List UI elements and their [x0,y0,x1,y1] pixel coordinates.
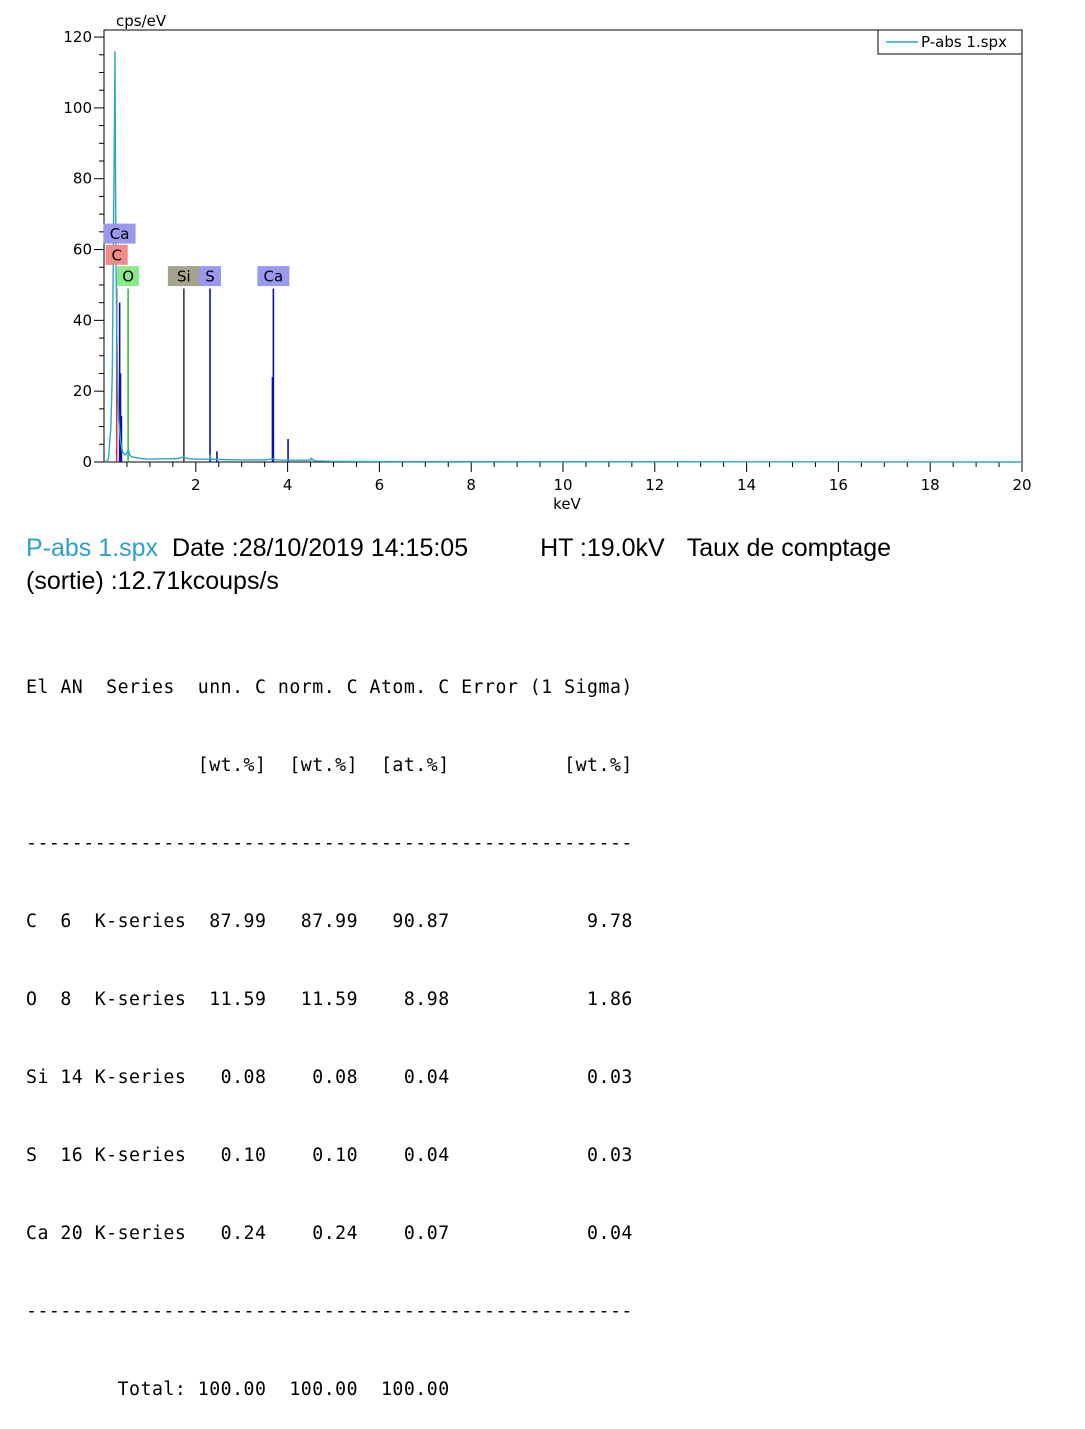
x-tick-label: 2 [191,476,201,494]
element-label-s: S [205,268,215,286]
element-label-ca: Ca [110,225,130,243]
legend-label: P-abs 1.spx [921,33,1007,51]
x-tick-label: 10 [553,476,572,494]
element-labels: Ca CO Si S Ca [103,223,290,287]
table-row-s: S 16 K-series 0.10 0.10 0.04 0.03 [26,1145,633,1166]
table-units: [wt.%] [wt.%] [at.%] [wt.%] [26,755,633,776]
y-tick-label: 20 [73,382,92,400]
y-tick-label: 120 [63,28,92,46]
element-label-si: Si [177,268,191,286]
x-tick-label: 12 [645,476,664,494]
spectrum-filename: P-abs 1.spx [26,534,159,562]
y-axis-label: cps/eV [116,12,167,30]
y-tick-label: 40 [73,311,92,329]
tick-marks: 2 4 6 8 10 12 14 16 18 20 0 20 40 60 80 100 120 [63,28,1031,494]
element-label-bg [257,266,290,287]
table-total: Total: 100.00 100.00 100.00 [26,1379,450,1400]
x-tick-label: 6 [375,476,385,494]
element-label-c: C [111,246,121,264]
high-tension: HT :19.0kV [540,534,665,562]
count-rate-value: (sortie) :12.71kcoups/s [26,567,279,595]
spectrum-info: P-abs 1.spx Date :28/10/2019 14:15:05 HT :… [26,532,1066,598]
table-row-c: C 6 K-series 87.99 87.99 90.87 9.78 [26,911,633,932]
x-tick-label: 4 [283,476,293,494]
element-label-o: O [122,268,134,286]
element-label-bg [199,266,222,287]
table-row-o: O 8 K-series 11.59 11.59 8.98 1.86 [26,989,633,1010]
element-label-bg [103,223,136,244]
legend: P-abs 1.spx [877,29,1023,55]
x-tick-label: 8 [466,476,476,494]
table-divider: ----------------------------------------… [26,1301,633,1322]
table-divider: ----------------------------------------… [26,833,633,854]
element-label-ca: Ca [264,268,284,286]
table-row-si: Si 14 K-series 0.08 0.08 0.04 0.03 [26,1067,633,1088]
spectrum-series [105,51,1023,463]
table-row-ca: Ca 20 K-series 0.24 0.24 0.07 0.04 [26,1223,633,1244]
y-tick-label: 0 [82,453,92,471]
element-label-bg [105,244,128,265]
x-tick-label: 14 [737,476,756,494]
element-label-bg [167,266,200,287]
acquisition-date: Date :28/10/2019 14:15:05 [172,534,469,562]
x-tick-label: 18 [921,476,940,494]
x-tick-label: 20 [1012,476,1031,494]
y-tick-label: 100 [63,99,92,117]
count-rate-label: Taux de comptage [686,534,892,562]
table-header: El AN Series unn. C norm. C Atom. C Erro… [26,677,633,698]
quantification-table: El AN Series unn. C norm. C Atom. C Erro… [26,623,633,1429]
plot-frame [103,29,1023,463]
y-tick-label: 60 [73,241,92,259]
element-label-bg [117,266,140,287]
element-lines [115,288,289,462]
x-axis-label: keV [553,495,581,513]
x-tick-label: 16 [829,476,848,494]
y-tick-label: 80 [73,170,92,188]
